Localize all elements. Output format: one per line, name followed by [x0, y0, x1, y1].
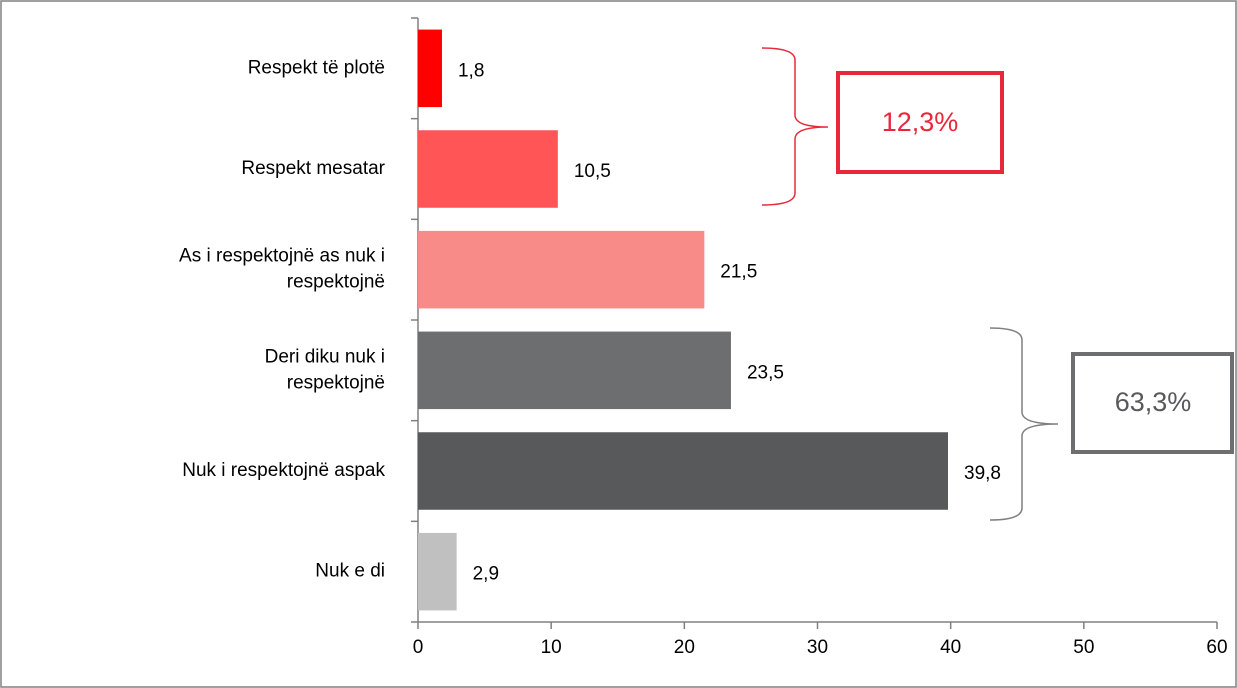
value-label: 1,8 [458, 60, 484, 81]
y-tick-label: Respekt të plotë [248, 57, 385, 78]
bar [418, 130, 558, 208]
x-tick-label: 30 [807, 637, 828, 658]
bar [418, 432, 949, 510]
x-tick-label: 50 [1073, 637, 1094, 658]
x-tick-label: 60 [1206, 637, 1227, 658]
y-tick-label: As i respektojnë as nuk i respektojnë [179, 246, 385, 293]
bar [418, 29, 442, 108]
y-tick-label: Respekt mesatar [241, 158, 385, 179]
annotation: 12,3% [882, 107, 959, 137]
y-tick-label: Deri diku nuk i respektojnë [265, 346, 385, 393]
value-label: 39,8 [964, 463, 1001, 484]
bracket [989, 327, 1059, 521]
x-tick-label: 20 [674, 637, 695, 658]
y-tick-label: Nuk i respektojnë aspak [182, 460, 385, 481]
y-tick-label: Nuk e di [315, 561, 385, 582]
annotation-box [836, 71, 1004, 174]
value-label: 23,5 [747, 362, 784, 383]
bar [418, 331, 731, 410]
annotation-box [1071, 352, 1234, 454]
value-label: 21,5 [720, 262, 757, 283]
x-tick-label: 10 [541, 637, 562, 658]
x-tick-label: 0 [413, 637, 424, 658]
value-label: 2,9 [473, 564, 499, 585]
x-tick-label: 40 [940, 637, 961, 658]
bracket [761, 47, 829, 206]
bar [418, 230, 705, 309]
value-label: 10,5 [574, 161, 611, 182]
annotation: 63,3% [1115, 387, 1192, 417]
bar [418, 532, 457, 611]
